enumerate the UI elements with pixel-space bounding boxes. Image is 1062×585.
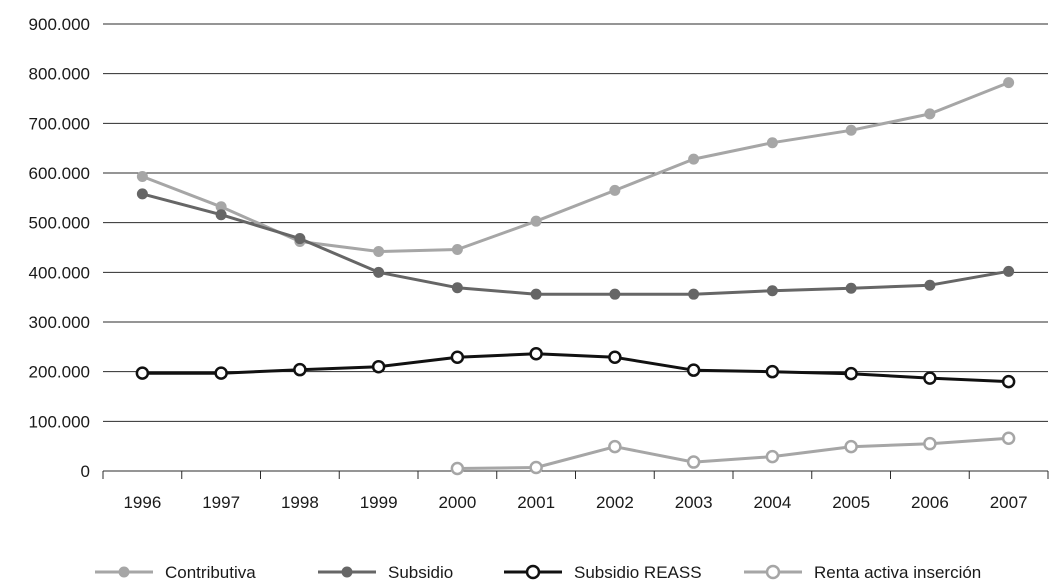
data-point bbox=[923, 371, 937, 385]
x-tick-label: 2000 bbox=[438, 493, 476, 512]
x-tick-label: 1997 bbox=[202, 493, 240, 512]
data-point bbox=[530, 288, 542, 300]
legend-item-subsidio-reass: Subsidio REASS bbox=[504, 563, 702, 582]
grid bbox=[103, 23, 1048, 472]
data-point bbox=[608, 439, 622, 454]
data-point bbox=[766, 285, 778, 297]
legend-marker bbox=[341, 566, 353, 578]
series-renta-activa-insercion bbox=[450, 431, 1016, 476]
y-tick-label: 300.000 bbox=[29, 313, 90, 332]
data-point bbox=[844, 366, 858, 381]
data-point bbox=[765, 449, 780, 464]
legend-item-renta-activa-insercion: Renta activa inserción bbox=[744, 563, 981, 582]
series-line bbox=[457, 436, 1009, 470]
x-tick-label: 2003 bbox=[675, 493, 713, 512]
data-point bbox=[688, 153, 700, 165]
data-point bbox=[844, 439, 858, 454]
data-point bbox=[609, 288, 621, 300]
y-tick-label: 100.000 bbox=[29, 412, 90, 431]
data-point bbox=[686, 455, 701, 469]
data-point bbox=[765, 364, 780, 379]
y-tick-label: 0 bbox=[81, 462, 90, 481]
legend-marker bbox=[118, 566, 130, 578]
series-subsidio-reass bbox=[135, 347, 1016, 389]
series-line bbox=[141, 81, 1010, 253]
data-point bbox=[373, 266, 385, 278]
data-point bbox=[1003, 77, 1015, 89]
data-point bbox=[688, 288, 700, 300]
data-point bbox=[215, 209, 227, 221]
data-point bbox=[1001, 431, 1016, 445]
series-subsidio bbox=[136, 188, 1015, 300]
legend-label: Renta activa inserción bbox=[814, 563, 981, 582]
data-point bbox=[215, 201, 227, 213]
legend-item-subsidio: Subsidio bbox=[318, 563, 453, 582]
data-point bbox=[686, 363, 701, 377]
data-point bbox=[451, 282, 463, 294]
data-point bbox=[924, 279, 936, 291]
data-point bbox=[293, 362, 307, 377]
y-tick-label: 800.000 bbox=[29, 65, 90, 84]
series-line bbox=[142, 192, 1009, 296]
data-point bbox=[373, 245, 385, 257]
data-point bbox=[529, 347, 543, 361]
data-point bbox=[451, 243, 463, 255]
data-point bbox=[923, 436, 937, 451]
y-tick-label: 500.000 bbox=[29, 214, 90, 233]
data-point bbox=[529, 460, 543, 475]
series bbox=[135, 77, 1016, 476]
data-point bbox=[136, 170, 148, 182]
legend-label: Subsidio REASS bbox=[574, 563, 702, 582]
data-point bbox=[450, 350, 465, 365]
data-point bbox=[450, 461, 465, 476]
legend-item-contributiva: Contributiva bbox=[95, 563, 256, 582]
x-tick-label: 1996 bbox=[123, 493, 161, 512]
data-point bbox=[609, 184, 621, 196]
y-tick-label: 900.000 bbox=[29, 15, 90, 34]
legend-marker bbox=[765, 564, 781, 580]
data-point bbox=[530, 215, 542, 227]
x-tick-label: 2005 bbox=[832, 493, 870, 512]
data-point bbox=[371, 359, 386, 374]
data-point bbox=[294, 233, 306, 245]
y-tick-label: 200.000 bbox=[29, 363, 90, 382]
legend-label: Contributiva bbox=[165, 563, 256, 582]
series-line bbox=[142, 352, 1009, 384]
x-tick-label: 2001 bbox=[517, 493, 555, 512]
legend-label: Subsidio bbox=[388, 563, 453, 582]
legend: Contributiva Subsidio Subsidio REASS Renta … bbox=[95, 563, 981, 582]
legend-marker bbox=[525, 564, 541, 580]
x-tick-label: 2002 bbox=[596, 493, 634, 512]
x-tick-label: 2004 bbox=[753, 493, 791, 512]
data-point bbox=[608, 350, 622, 365]
data-point bbox=[136, 188, 148, 200]
data-point bbox=[1003, 265, 1015, 277]
y-tick-label: 700.000 bbox=[29, 114, 90, 133]
x-axis: 1996 1997 1998 1999 2000 2001 2002 2003 2004 2005… bbox=[102, 471, 1049, 512]
y-axis: 0 100.000 200.000 300.000 400.000 500.000 600.… bbox=[29, 15, 90, 481]
x-tick-label: 2007 bbox=[990, 493, 1028, 512]
data-point bbox=[1001, 374, 1016, 389]
x-tick-label: 2006 bbox=[911, 493, 949, 512]
data-point bbox=[766, 137, 778, 149]
data-point bbox=[135, 366, 150, 380]
x-tick-label: 1998 bbox=[281, 493, 319, 512]
data-point bbox=[845, 124, 857, 136]
data-point bbox=[214, 366, 228, 380]
y-tick-label: 600.000 bbox=[29, 164, 90, 183]
data-point bbox=[924, 108, 936, 120]
y-tick-label: 400.000 bbox=[29, 263, 90, 282]
data-point bbox=[845, 282, 857, 294]
x-tick-label: 1999 bbox=[360, 493, 398, 512]
